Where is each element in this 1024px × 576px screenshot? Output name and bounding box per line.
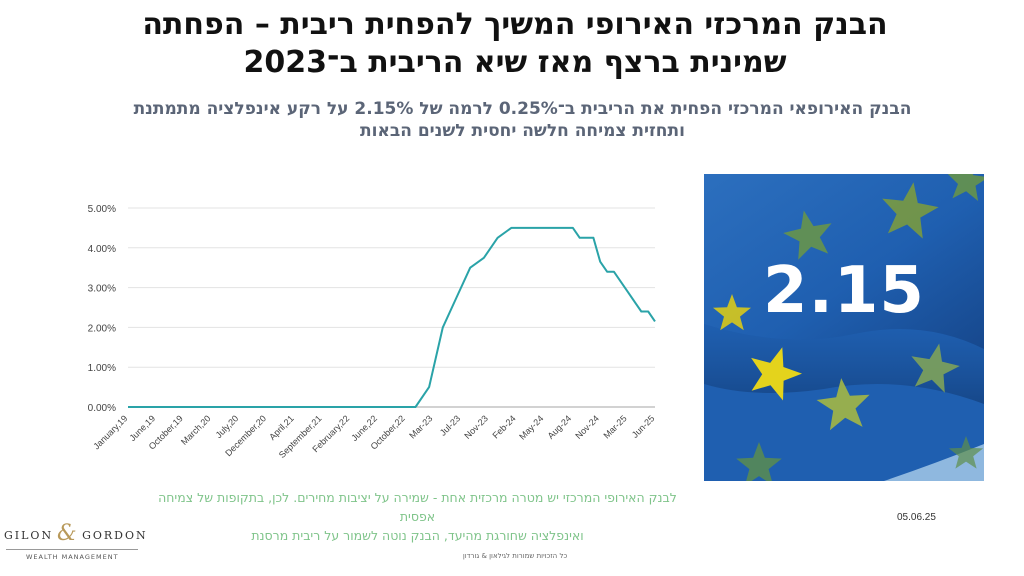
copyright-footer: כל הזכויות שמורות לגילאון & גורדון [462,552,568,560]
star-icon [713,294,751,331]
subtitle-line-2: ותחזית צמיחה חלשה יחסית לשנים הבאות [360,121,685,141]
rate-value-label: 2.15 [763,254,925,328]
page-subtitle: הבנק האירופאי המרכזי הפחית את הריבית ב־0… [60,98,985,142]
star-icon [736,442,782,481]
eu-flag-image: 2.15 [704,174,984,481]
note-line-2: ואינפלציה שחורגת מהיעד, הבנק נוטה לשמור … [251,528,584,543]
explanatory-note: לבנק האירופי המרכזי יש מטרה מרכזית אחת -… [150,488,685,545]
star-icon [783,210,832,260]
eu-flag-illustration [704,174,984,481]
x-tick-label: Mar-25 [601,413,628,440]
logo-divider [6,549,138,550]
y-tick-label: 1.00% [88,363,116,374]
star-icon [751,347,802,401]
subtitle-line-1: הבנק האירופאי המרכזי הפחית את הריבית ב־0… [133,99,912,119]
page-title: הבנק המרכזי האירופי המשיך להפחית ריבית –… [40,6,990,82]
x-tick-label: January,19 [91,413,129,451]
star-icons [713,174,984,481]
series-line [128,226,656,408]
x-tick-label: Nov-23 [462,413,490,441]
title-line-2: שמינית ברצף מאז שיא הריבית ב־2023 [243,45,787,80]
x-tick-label: Feb-24 [490,413,517,440]
title-line-1: הבנק המרכזי האירופי המשיך להפחית ריבית –… [142,7,888,42]
y-tick-label: 5.00% [88,204,116,215]
logo-left-word: GILON [4,529,54,542]
y-tick-label: 0.00% [88,403,116,414]
x-tick-label: May-24 [517,413,545,441]
x-tick-label: Nov-24 [573,413,601,441]
star-icon [882,182,939,239]
company-logo: GILON GORDON & WEALTH MANAGEMENT [4,521,146,567]
star-icon [948,436,984,469]
publication-date: 05.06.25 [897,512,936,523]
star-icon [947,174,984,201]
star-icon [816,378,870,431]
y-tick-label: 4.00% [88,244,116,255]
logo-ampersand: & [57,521,77,546]
x-tick-label: Mar-23 [407,413,434,440]
y-tick-label: 2.00% [88,323,116,334]
note-line-1: לבנק האירופי המרכזי יש מטרה מרכזית אחת -… [158,490,677,524]
y-tick-label: 3.00% [88,284,116,295]
x-tick-label: Aug-24 [546,413,574,441]
logo-right-word: GORDON [82,529,148,542]
interest-rate-line-chart: 0.00% 1.00% 2.00% 3.00% 4.00% 5.00% January,19… [88,204,657,460]
logo-wordmark: GILON GORDON [4,529,146,542]
logo-subtitle: WEALTH MANAGEMENT [26,553,119,561]
x-tick-label: July,20 [214,413,241,440]
x-tick-label: Jun-25 [630,413,657,440]
x-tick-label: March,20 [179,413,213,447]
star-icon [911,343,960,393]
x-tick-label: Jul-23 [438,413,462,437]
